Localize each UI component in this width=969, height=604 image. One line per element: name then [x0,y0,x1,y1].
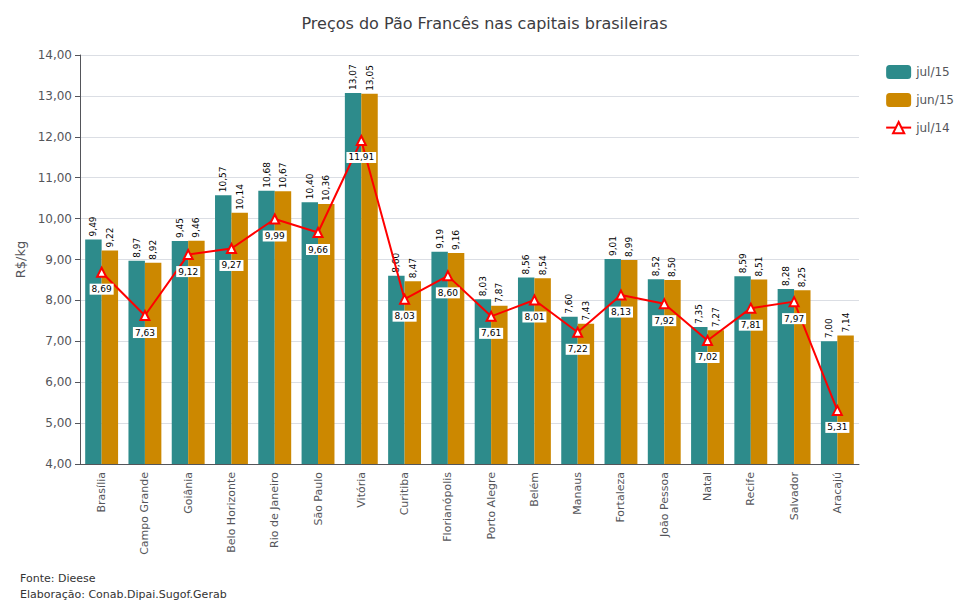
svg-text:10,68: 10,68 [262,162,272,188]
svg-text:7,00: 7,00 [824,318,834,338]
svg-text:10,40: 10,40 [305,173,315,199]
svg-text:5,31: 5,31 [827,422,847,432]
svg-text:8,60: 8,60 [391,252,402,273]
svg-text:9,12: 9,12 [178,267,198,277]
svg-text:Rio de Janeiro: Rio de Janeiro [268,472,281,548]
svg-text:Belém: Belém [528,472,541,507]
svg-text:11,00: 11,00 [38,171,72,185]
svg-text:7,63: 7,63 [135,328,155,338]
svg-text:8,52: 8,52 [651,256,661,276]
svg-text:Natal: Natal [701,472,714,501]
svg-text:Recife: Recife [744,472,757,506]
svg-text:Belo Horizonte: Belo Horizonte [225,472,238,553]
svg-text:8,92: 8,92 [148,240,158,260]
svg-text:10,36: 10,36 [321,175,331,201]
svg-text:Vitória: Vitória [355,472,368,508]
svg-text:7,97: 7,97 [784,314,804,324]
svg-text:8,50: 8,50 [667,257,677,277]
svg-text:9,46: 9,46 [191,217,201,237]
svg-text:Porto Alegre: Porto Alegre [485,472,498,540]
svg-text:7,02: 7,02 [698,352,718,362]
svg-text:13,00: 13,00 [38,89,72,103]
svg-text:Curitiba: Curitiba [398,472,411,515]
svg-text:10,57: 10,57 [218,167,228,193]
svg-text:Goiânia: Goiânia [182,472,195,514]
svg-text:13,07: 13,07 [348,64,358,90]
svg-text:7,00: 7,00 [45,334,72,348]
svg-text:João Pessoa: João Pessoa [658,472,671,538]
svg-text:9,99: 9,99 [265,231,285,241]
svg-text:10,67: 10,67 [278,162,288,188]
svg-text:7,14: 7,14 [841,312,851,332]
svg-text:13,05: 13,05 [365,65,375,91]
svg-text:São Paulo: São Paulo [312,472,325,526]
svg-text:8,25: 8,25 [797,267,807,287]
svg-text:8,60: 8,60 [438,288,458,298]
svg-text:6,00: 6,00 [45,375,72,389]
svg-text:8,54: 8,54 [538,255,548,275]
svg-text:jun/15: jun/15 [915,93,954,107]
svg-text:7,61: 7,61 [481,328,501,338]
svg-text:Preços do Pão Francês nas capi: Preços do Pão Francês nas capitais brasi… [302,14,668,33]
svg-text:9,01: 9,01 [608,236,618,256]
svg-text:7,87: 7,87 [494,283,504,303]
svg-text:8,03: 8,03 [478,276,488,296]
svg-text:8,69: 8,69 [92,284,112,294]
svg-text:Elaboração: Conab.Dipai.Sugof.: Elaboração: Conab.Dipai.Sugof.Gerab [20,588,227,601]
svg-text:8,59: 8,59 [738,253,748,273]
svg-text:7,43: 7,43 [581,301,591,321]
svg-text:8,01: 8,01 [524,312,544,322]
svg-text:8,03: 8,03 [395,311,415,321]
svg-text:7,35: 7,35 [694,304,704,324]
svg-text:8,99: 8,99 [624,237,634,257]
svg-text:7,22: 7,22 [568,344,588,354]
svg-text:9,16: 9,16 [451,230,461,250]
svg-text:12,00: 12,00 [38,130,72,144]
svg-text:10,14: 10,14 [235,184,245,210]
svg-text:7,81: 7,81 [741,320,761,330]
svg-text:8,13: 8,13 [611,307,631,317]
svg-text:7,60: 7,60 [564,293,574,313]
svg-text:Manaus: Manaus [571,472,584,515]
svg-text:9,19: 9,19 [435,228,445,248]
svg-text:Campo Grande: Campo Grande [138,472,151,555]
svg-text:14,00: 14,00 [38,48,72,62]
svg-text:9,66: 9,66 [308,245,328,255]
svg-text:8,51: 8,51 [754,256,764,276]
svg-text:Brasília: Brasília [95,472,108,512]
svg-text:9,45: 9,45 [175,218,185,238]
svg-text:8,97: 8,97 [132,238,142,258]
svg-text:7,92: 7,92 [654,316,674,326]
svg-text:R$/kg: R$/kg [13,241,28,278]
svg-text:8,47: 8,47 [408,258,418,278]
svg-text:9,22: 9,22 [105,227,115,247]
svg-text:Aracajú: Aracajú [831,472,844,514]
svg-text:9,27: 9,27 [221,260,241,270]
svg-text:9,00: 9,00 [45,253,72,267]
svg-text:8,56: 8,56 [521,254,531,274]
svg-text:Fortaleza: Fortaleza [614,472,627,523]
svg-text:Florianópolis: Florianópolis [441,472,454,542]
svg-text:11,91: 11,91 [348,152,374,162]
svg-text:10,00: 10,00 [38,212,72,226]
svg-text:Salvador: Salvador [788,472,801,521]
svg-text:8,00: 8,00 [45,293,72,307]
svg-text:8,28: 8,28 [781,266,791,286]
svg-text:9,49: 9,49 [88,216,98,236]
svg-text:5,00: 5,00 [45,416,72,430]
svg-text:Fonte: Dieese: Fonte: Dieese [20,572,96,585]
svg-text:jul/15: jul/15 [915,65,950,79]
svg-text:jul/14: jul/14 [915,121,950,135]
svg-text:7,27: 7,27 [711,307,721,327]
svg-text:4,00: 4,00 [45,457,72,471]
